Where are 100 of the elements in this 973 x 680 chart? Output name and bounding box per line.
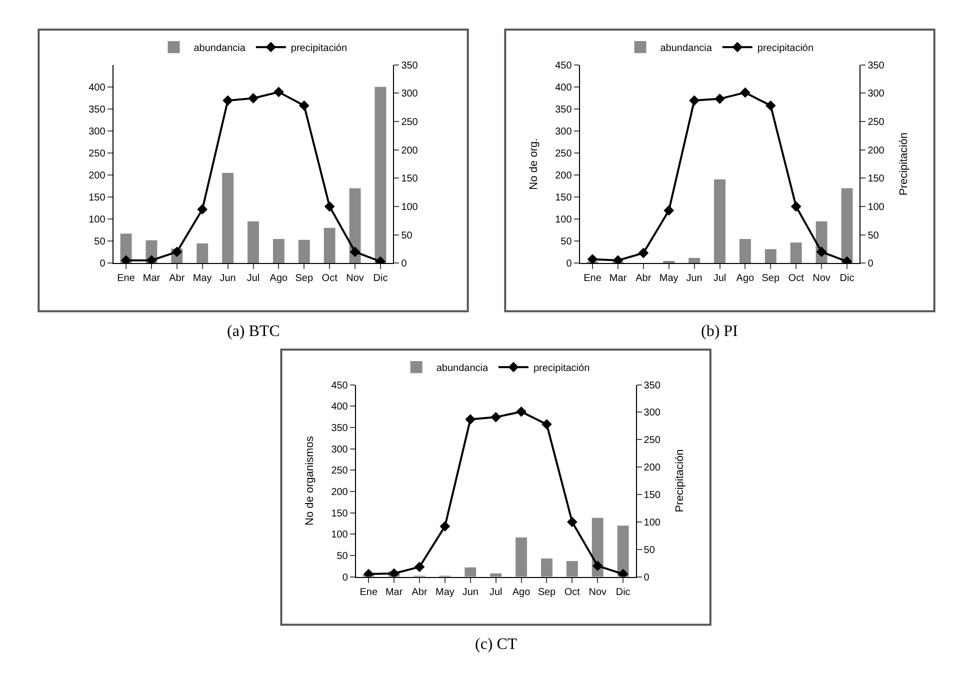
bar — [790, 242, 802, 264]
bar — [516, 538, 527, 577]
x-tick-label: Ago — [270, 273, 288, 284]
x-tick-label: Jul — [713, 273, 726, 284]
point — [440, 521, 450, 532]
y2-tick-label: 150 — [644, 490, 661, 502]
bar — [349, 188, 361, 264]
x-tick-label: Oct — [564, 586, 580, 598]
y2-tick-label: 150 — [401, 174, 418, 185]
y-tick-label: 0 — [342, 572, 348, 584]
y-tick-label: 450 — [555, 60, 572, 72]
y2-tick-label: 100 — [401, 202, 418, 214]
y2-tick-label: 250 — [401, 116, 418, 128]
x-tick-label: May — [659, 273, 678, 284]
y2-tick-label: 50 — [644, 544, 656, 556]
bar — [764, 249, 776, 264]
bar — [541, 558, 552, 577]
y-tick-label: 50 — [94, 236, 106, 248]
y-tick-label: 200 — [331, 486, 348, 498]
point — [465, 414, 476, 425]
y-tick-label: 100 — [555, 214, 572, 226]
y-tick-label: 350 — [331, 422, 348, 434]
x-tick-label: Ago — [736, 273, 755, 284]
point — [816, 246, 827, 258]
point — [587, 254, 598, 264]
y2-tick-label: 350 — [401, 60, 418, 72]
x-tick-label: May — [192, 273, 212, 284]
x-tick-label: Ene — [360, 586, 378, 598]
y2-tick-label: 300 — [644, 408, 661, 419]
y-tick-label: 0 — [100, 258, 106, 270]
y2-tick-label: 350 — [868, 60, 885, 72]
x-tick-label: Mar — [385, 586, 404, 598]
x-tick-label: Dic — [373, 273, 388, 284]
legend-label: abundancia — [436, 363, 488, 374]
x-tick-label: Dic — [840, 273, 854, 284]
x-tick-label: Dic — [616, 586, 630, 598]
y2-tick-label: 200 — [644, 462, 661, 474]
point — [689, 95, 700, 106]
x-tick-label: Jul — [246, 273, 260, 284]
point — [274, 86, 284, 98]
y-tick-label: 300 — [555, 126, 572, 138]
point — [790, 201, 802, 212]
legend-label: abundancia — [660, 43, 712, 54]
y2-tick-label: 350 — [644, 380, 661, 392]
y2-tick-label: 250 — [644, 435, 661, 446]
x-tick-label: Jul — [489, 586, 502, 598]
y2-tick-label: 0 — [868, 258, 874, 270]
bar — [566, 561, 578, 577]
x-tick-label: Jun — [462, 586, 478, 598]
y-tick-label: 300 — [331, 444, 348, 456]
x-tick-label: Nov — [588, 586, 607, 598]
y-tick-label: 100 — [88, 214, 106, 226]
x-tick-label: Sep — [538, 586, 556, 598]
text: (b) PI — [701, 323, 738, 340]
y2-tick-label: 250 — [868, 116, 885, 128]
x-tick-label: Jun — [220, 273, 236, 284]
point — [298, 100, 310, 111]
text: (c) CT — [475, 636, 518, 653]
y-axis-title: No de org. — [528, 138, 540, 190]
y2-tick-label: 50 — [401, 230, 413, 242]
y-tick-label: 400 — [555, 82, 572, 94]
point — [490, 412, 502, 422]
x-tick-label: Sep — [762, 273, 780, 284]
x-tick-label: May — [435, 586, 454, 598]
y-tick-label: 250 — [331, 466, 348, 477]
x-tick-label: Oct — [322, 273, 338, 284]
point — [388, 568, 400, 577]
bar — [374, 86, 386, 264]
x-tick-label: Jun — [686, 273, 702, 284]
y-tick-label: 250 — [555, 148, 572, 160]
x-tick-label: Nov — [812, 273, 830, 284]
point — [414, 562, 425, 572]
bar — [841, 188, 853, 264]
x-tick-label: Abr — [636, 273, 652, 284]
x-tick-label: Ago — [512, 586, 531, 598]
y2-tick-label: 100 — [644, 517, 661, 528]
text: (a) BTC — [227, 323, 280, 340]
x-tick-label: Oct — [788, 273, 804, 284]
bar — [617, 526, 629, 577]
x-tick-label: Mar — [142, 273, 161, 284]
y-tick-label: 200 — [555, 170, 572, 182]
y-tick-label: 150 — [88, 192, 106, 204]
point — [248, 93, 258, 104]
legend-label: precipitación — [757, 43, 814, 54]
bar — [714, 179, 726, 264]
point — [592, 560, 603, 572]
bar — [222, 172, 234, 264]
y-tick-label: 300 — [88, 126, 106, 138]
point — [197, 204, 208, 215]
y2-tick-label: 0 — [644, 572, 650, 584]
point — [714, 94, 725, 104]
point — [765, 100, 776, 111]
bar — [298, 240, 310, 264]
point — [566, 516, 578, 528]
y-tick-label: 200 — [88, 170, 106, 182]
point — [350, 246, 360, 258]
bar — [739, 238, 751, 264]
y2-tick-label: 0 — [401, 258, 408, 270]
bar — [688, 258, 700, 264]
y2-tick-label: 300 — [868, 88, 885, 100]
